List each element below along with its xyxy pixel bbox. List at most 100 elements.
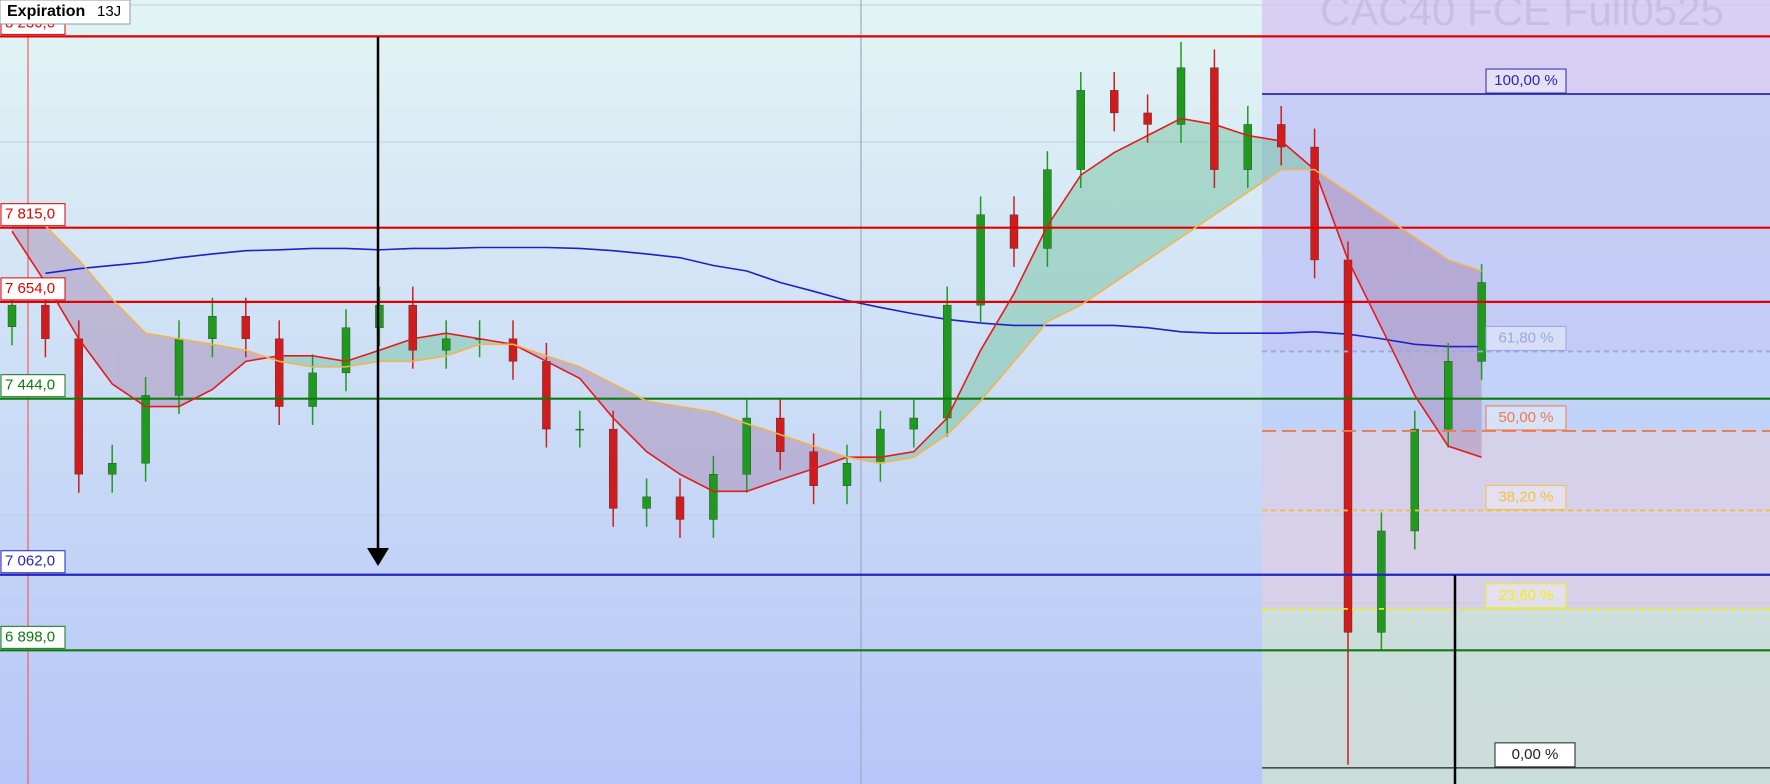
arrow	[367, 37, 389, 566]
ma-band	[1414, 237, 1449, 447]
ma-band	[1047, 175, 1081, 322]
candle-body	[1009, 214, 1019, 249]
ma-band	[1080, 152, 1115, 306]
ma-band	[412, 333, 447, 362]
fib-label: 0,00 %	[1512, 746, 1559, 763]
candle-body	[742, 417, 751, 475]
candle-body	[408, 304, 417, 351]
ma-band	[279, 355, 313, 367]
level-label-box	[0, 625, 66, 649]
ma-band	[1147, 118, 1181, 260]
ma-band	[913, 418, 948, 458]
candle-body	[675, 496, 685, 520]
fib-zone	[1262, 0, 1770, 95]
ma-band	[746, 423, 781, 492]
ma-band	[813, 446, 847, 469]
fib-label-box	[1485, 583, 1567, 609]
ma-band	[780, 434, 814, 480]
fib-label: 61,80 %	[1498, 329, 1553, 346]
level-label: 7 654,0	[5, 280, 55, 297]
candle-body	[241, 315, 251, 339]
candle-body	[876, 428, 885, 464]
ma-band	[1381, 214, 1415, 396]
levels	[0, 35, 1770, 652]
ma-band	[713, 412, 747, 492]
candle-body	[442, 338, 451, 351]
candle-body	[341, 327, 351, 374]
ma-band	[613, 383, 647, 452]
candle-body	[1176, 67, 1186, 125]
level-label-box	[0, 374, 66, 398]
candle-body	[1310, 146, 1319, 261]
fib-label-box	[1494, 742, 1576, 768]
fib-zone	[1262, 767, 1770, 784]
level-label-box	[0, 203, 66, 227]
candle-body	[375, 304, 384, 328]
ma-band	[646, 400, 680, 475]
ma-band	[1214, 124, 1248, 215]
ma-band	[1247, 135, 1282, 193]
ma-band	[212, 344, 246, 390]
level-label: 7 815,0	[5, 206, 55, 223]
candle-body	[1443, 361, 1453, 430]
candle-body	[1243, 124, 1253, 170]
level-label-box	[0, 277, 66, 301]
ma-band	[1448, 259, 1482, 458]
fib-label-box	[1485, 325, 1567, 351]
ma-band	[1014, 225, 1048, 362]
fib-label: 38,20 %	[1498, 488, 1553, 505]
candle-body	[1410, 428, 1420, 532]
level-label: 7 062,0	[5, 553, 55, 570]
fib-label-box	[1485, 68, 1567, 94]
candle-body	[909, 417, 918, 430]
candle-body	[107, 463, 117, 475]
grid	[0, 4, 1770, 604]
candle-body	[7, 304, 17, 327]
fib-label: 100,00 %	[1494, 72, 1557, 89]
header-label: Expiration	[7, 3, 85, 20]
ma-band	[312, 355, 346, 367]
ma-band	[680, 406, 714, 492]
header-value: 13J	[97, 3, 121, 20]
candle-body	[141, 395, 150, 464]
fib-label-box	[1485, 484, 1567, 510]
candle-body	[41, 304, 50, 339]
candle-body	[1076, 90, 1086, 170]
arrow-head	[367, 548, 389, 566]
candle-body	[508, 338, 518, 362]
moving-average	[11, 168, 1482, 465]
fib-zone	[1262, 608, 1770, 768]
ma-band	[1348, 192, 1382, 328]
level-label: 6 898,0	[5, 628, 55, 645]
ma-band	[145, 333, 179, 407]
ma-band	[379, 338, 413, 362]
fibonacci	[1262, 93, 1770, 769]
ma-band	[980, 293, 1014, 401]
ma-band	[78, 259, 113, 384]
candle-body	[74, 338, 84, 475]
ma-lines	[11, 117, 1482, 493]
level-label: 7 444,0	[5, 377, 55, 394]
ma-bands	[12, 118, 1482, 492]
ma-lines	[45, 246, 1482, 348]
candle-body	[575, 428, 584, 431]
candle-body	[943, 304, 952, 419]
fib-label: 50,00 %	[1498, 409, 1553, 426]
candle-body	[1043, 169, 1052, 249]
candle-body	[1276, 124, 1286, 148]
candle-body	[308, 372, 317, 407]
candle-body	[1109, 90, 1119, 114]
level-label-box	[0, 550, 66, 574]
moving-average	[45, 246, 1482, 348]
candle-body	[1210, 67, 1219, 170]
candle-body	[542, 361, 551, 430]
candle-body	[842, 463, 852, 486]
candle-body	[976, 214, 985, 306]
header: Expiration 13J	[0, 0, 131, 25]
ma-band	[179, 338, 213, 407]
moving-average	[11, 117, 1482, 493]
candle-body	[208, 315, 217, 339]
ma-band	[546, 355, 580, 379]
chart-title: CAC40 FCE Full0525	[1320, 0, 1724, 34]
